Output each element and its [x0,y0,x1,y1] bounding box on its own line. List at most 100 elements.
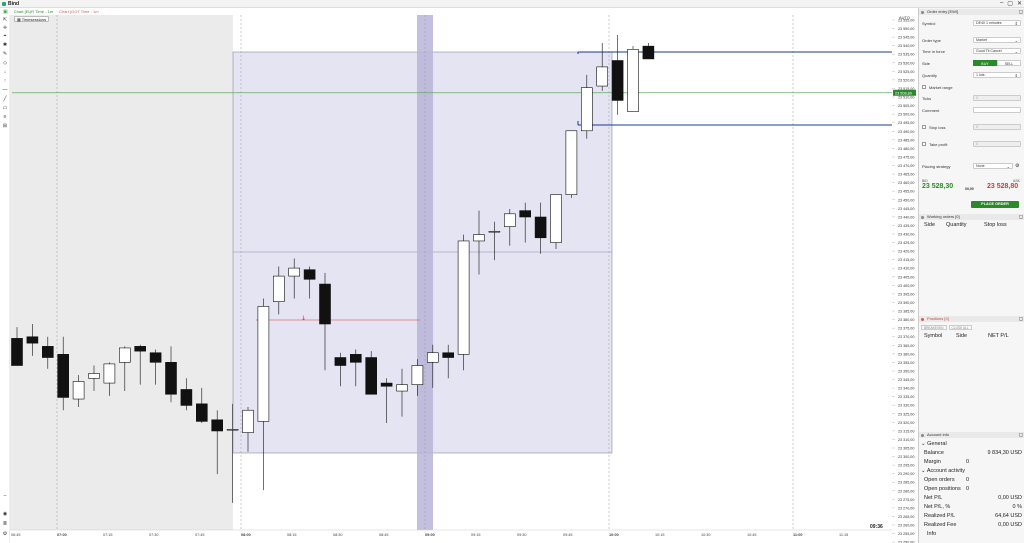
side-row: Side BUY SELL [922,59,1022,67]
tab-chart-eur[interactable]: Chart [EUR Time - 1m [13,9,54,14]
fib-icon[interactable]: ≡ [3,114,7,120]
measure-icon[interactable]: ⊞ [2,123,8,129]
breakeven-button[interactable]: BREAKEVEN [921,325,947,330]
price-chart[interactable]: ↓ 23 555,00 23 550,00 23 545,00 23 540,00 23 … [0,15,918,543]
tif-row: Time in force Good Til Cancel ⌄ [922,47,1022,55]
price-tick-label: 23 525,00 [898,70,914,74]
panel-icon [921,10,924,14]
magic-icon[interactable]: ✱ [2,42,8,48]
stepper-icon: ⇕ [1014,21,1018,26]
price-tick-label: 23 350,00 [898,369,914,373]
settings-icon[interactable]: ⚙ [2,531,8,537]
eye-icon[interactable]: ◉ [2,511,8,517]
order-type-select[interactable]: Market ⌄ [973,37,1021,43]
quantity-row: Quantity 1 lots ⇕ [922,71,1022,79]
scale-mode-label[interactable]: AUTO [899,15,911,20]
placing-strategy-select[interactable]: None ⌄ [973,163,1013,169]
side-toggle[interactable]: BUY SELL [973,60,1021,66]
price-tick-label: 23 260,00 [898,524,914,528]
layers-icon[interactable]: ≣ [2,521,8,527]
general-group[interactable]: ⌄ General [921,440,947,447]
time-tick-label: 08:15 [287,533,297,537]
chevron-down-icon: ⌄ [1014,38,1018,43]
bull-candle [580,87,593,132]
symbol-row: Symbol DE40 1 minutes ⇕ [922,19,1022,27]
price-tick-label: 23 540,00 [898,44,914,48]
price-tick-label: 23 545,00 [898,36,914,40]
arrow-down-icon[interactable]: ↓ [3,69,7,75]
ticks-stepper[interactable]: 0 [973,95,1021,101]
activity-group[interactable]: ⌄ Account activity [921,467,966,474]
bull-candle [72,381,85,400]
tif-select[interactable]: Good Til Cancel ⌄ [973,48,1021,54]
bull-candle [488,231,501,233]
app-icon [2,2,6,6]
close-button[interactable]: ✕ [1016,1,1022,7]
minimize-button[interactable]: – [999,0,1004,6]
bid-price[interactable]: 23 528,30 [922,183,954,190]
bull-candle [288,267,301,277]
price-tick-label: 23 355,00 [898,361,914,365]
market-range-checkbox[interactable] [922,85,926,89]
take-profit-checkbox[interactable] [922,142,926,146]
maximize-button[interactable]: ▢ [1007,1,1013,7]
place-order-button[interactable]: PLACE ORDER [971,201,1019,208]
hline-icon[interactable]: — [2,87,8,93]
crosshair-icon[interactable]: ✛ [2,25,8,31]
price-tick-label: 23 300,00 [898,455,914,459]
arrow-up-icon[interactable]: ↑ [3,78,7,84]
time-tick-label: 07:00 [57,533,67,537]
bear-candle [57,354,70,398]
col-side[interactable]: Side [956,333,968,339]
buy-button[interactable]: BUY [973,60,997,66]
ask-price[interactable]: 23 528,80 [987,183,1019,190]
col-quantity[interactable]: Quantity [946,222,967,228]
positions-columns: Symbol Side NET P/L [919,333,1024,341]
col-stop-loss[interactable]: Stop loss [984,222,1007,228]
time-tick-label: 11:00 [793,533,803,537]
maximize-icon[interactable]: ◻ [1018,9,1023,15]
tab-chart-got[interactable]: Chart [GOT Time - 1m [59,9,99,14]
collapse-icon: ⌄ [921,440,926,447]
zoom-out-icon[interactable]: – [3,493,7,499]
maximize-icon[interactable]: ◻ [1018,214,1023,220]
close-all-button[interactable]: CLOSE ALL [948,325,972,330]
bull-candle [565,130,578,195]
cursor-icon[interactable]: ⇱ [2,17,8,23]
take-profit-input[interactable]: 0 [973,141,1021,147]
col-side[interactable]: Side [924,222,936,228]
price-tick-label: 23 310,00 [898,438,914,442]
pin-icon[interactable]: ⌖ [3,33,7,39]
bear-candle [319,283,331,325]
symbol-select[interactable]: DE40 1 minutes ⇕ [973,20,1021,26]
comment-input[interactable] [973,107,1021,113]
eraser-icon[interactable]: ◇ [3,60,7,66]
bull-candle [503,213,516,227]
net-pl-row: Net P/L 0,00 USD [924,494,1022,501]
pencil-icon[interactable]: ✎ [2,51,8,57]
quantity-stepper[interactable]: 1 lots ⇕ [973,72,1021,78]
price-tick-label: 23 435,00 [898,224,914,228]
col-net-pl[interactable]: NET P/L [988,333,1009,339]
bear-candle [334,357,347,366]
maximize-icon[interactable]: ◻ [1018,432,1023,438]
price-tick-label: 23 335,00 [898,395,914,399]
maximize-icon[interactable]: ◻ [1018,316,1023,322]
price-tick-label: 23 385,00 [898,310,914,314]
bull-candle [88,373,100,379]
col-symbol[interactable]: Symbol [924,333,943,339]
stop-loss-input[interactable]: 0 [973,124,1021,130]
bull-candle [242,409,254,433]
time-tick-label: 07:45 [195,533,205,537]
stop-loss-checkbox[interactable] [922,125,926,129]
info-group[interactable]: Info [927,530,937,537]
time-tick-label: 07:15 [103,533,113,537]
bear-candle [365,357,378,395]
trendline-icon[interactable]: ╱ [3,96,7,102]
rectangle-icon[interactable]: ▭ [2,105,8,111]
sell-button[interactable]: SELL [997,60,1021,66]
timesessions-button[interactable]: ▦ Timesessions [14,16,50,22]
gear-icon[interactable]: ⚙ [1015,163,1020,169]
price-tick-label: 23 430,00 [898,233,914,237]
entry-arrow-icon: ↓ [301,315,306,322]
